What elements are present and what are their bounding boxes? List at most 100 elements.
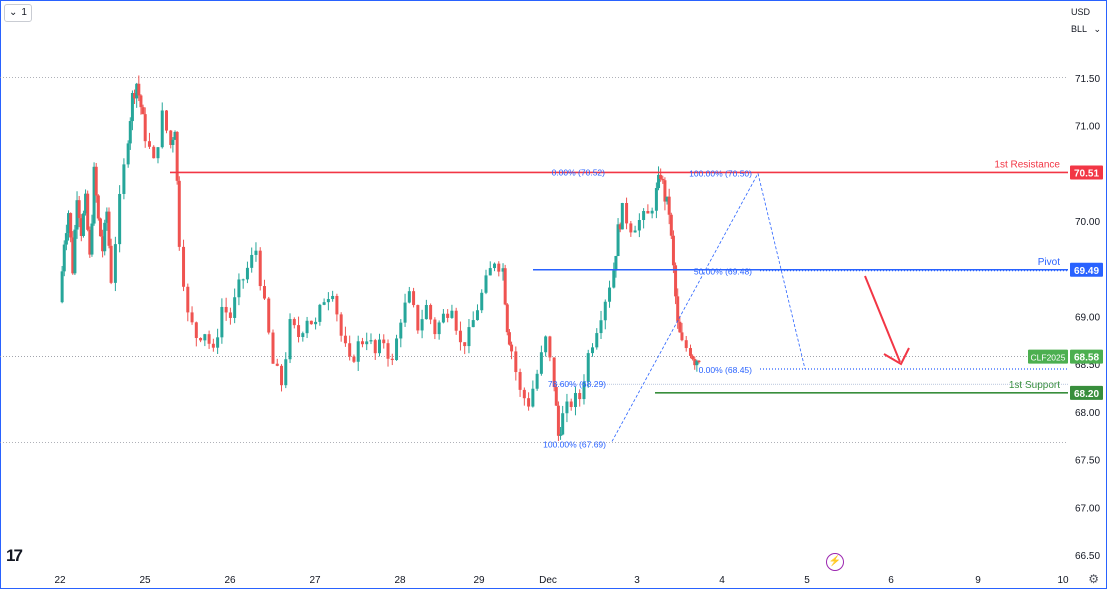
candle-body (559, 434, 563, 436)
candle-body (314, 321, 318, 325)
candle-body (531, 388, 535, 407)
candle-body (573, 393, 577, 408)
candle-body (271, 332, 275, 364)
candle-body (697, 360, 701, 363)
candle-body (667, 196, 671, 215)
candle-body (420, 319, 424, 331)
candle-body (678, 321, 682, 333)
y-tick-label: 67.00 (1075, 503, 1100, 514)
forecast-arrow-line (864, 275, 901, 363)
candle-body (322, 302, 326, 305)
candle-body (659, 174, 663, 179)
candle-body (69, 213, 73, 238)
candle-body (211, 343, 215, 348)
candle-body (369, 340, 373, 342)
candle-body (382, 339, 386, 344)
last-price-label: 68.58 (1074, 353, 1099, 364)
fib-label: 78.60% (68.29) (548, 379, 606, 389)
gear-icon[interactable]: ⚙ (1088, 572, 1099, 586)
level-price-label: 69.49 (1074, 266, 1099, 277)
unit-menu[interactable]: BLL ⌄ (1071, 21, 1101, 38)
candle-body (241, 279, 245, 281)
candle-body (441, 313, 445, 323)
y-tick-label: 71.50 (1075, 74, 1100, 85)
candle-body (297, 325, 301, 338)
candle-body (586, 353, 590, 382)
candle-body (665, 196, 669, 202)
candle-body (73, 229, 77, 274)
interval-menu-button[interactable]: ⌄ 1 (4, 4, 32, 22)
candle-body (326, 299, 330, 303)
candle-body (301, 333, 305, 338)
candle-body (81, 213, 85, 236)
candle-body (292, 319, 296, 326)
candle-body (497, 263, 501, 272)
candle-body (569, 401, 573, 408)
x-tick-label: 26 (224, 575, 236, 586)
candle-body (527, 398, 531, 407)
candle-body (250, 254, 254, 268)
fib-label: 0.00% (70.52) (552, 167, 606, 177)
candle-body (203, 334, 207, 341)
candle-body (518, 372, 522, 390)
candle-body (175, 131, 179, 181)
candle-body (514, 351, 518, 373)
candle-body (348, 343, 352, 357)
candle-body (103, 222, 107, 252)
level-name: 1st Resistance (994, 159, 1060, 170)
candle-body (356, 341, 360, 362)
candle-body (262, 286, 266, 299)
currency-selector[interactable]: USD (1071, 7, 1091, 17)
candle-body (386, 343, 390, 359)
candle-body (75, 200, 79, 230)
candle-body (503, 268, 507, 305)
candle-body (94, 166, 98, 196)
unit-selector[interactable]: USD BLL ⌄ (1071, 4, 1101, 38)
candle-body (484, 275, 488, 293)
candle-body (625, 202, 629, 224)
candle-body (691, 355, 695, 360)
candle-body (105, 211, 109, 223)
candle-body (612, 270, 616, 288)
candle-body (378, 339, 381, 354)
candle-body (603, 301, 607, 321)
candle-body (220, 306, 224, 338)
fib-trend-dashes (757, 173, 806, 370)
candle-body (582, 381, 586, 400)
fib-label: 0.00% (68.45) (699, 365, 753, 375)
candle-body (637, 220, 641, 231)
candle-body (92, 166, 96, 224)
candle-body (135, 83, 139, 99)
candle-body (684, 340, 688, 349)
candle-body (663, 180, 667, 202)
candle-body (258, 250, 262, 287)
candle-body (501, 268, 505, 272)
candle-body (629, 223, 633, 233)
fib-trend-dashes (611, 173, 759, 442)
candle-body (373, 340, 377, 354)
candle-body (182, 246, 186, 287)
candle-body (137, 83, 141, 96)
candle-body (488, 268, 492, 276)
candle-body (671, 235, 675, 266)
x-tick-label: 25 (139, 575, 151, 586)
x-tick-label: 3 (634, 575, 640, 586)
forecast-arrow-head (883, 347, 910, 366)
x-tick-label: 27 (309, 575, 321, 586)
candle-body (126, 143, 130, 165)
candle-body (305, 320, 309, 334)
candle-body (407, 291, 411, 303)
x-tick-label: 6 (888, 575, 894, 586)
lightning-icon[interactable]: ⚡ (826, 553, 844, 571)
level-price-label: 70.51 (1074, 168, 1099, 179)
candle-body (267, 298, 271, 333)
candle-body (113, 244, 117, 283)
candle-body (96, 195, 100, 219)
candle-body (190, 312, 194, 323)
x-tick-label: 9 (975, 575, 981, 586)
candle-body (141, 107, 145, 115)
candle-body (539, 352, 543, 374)
candle-body (139, 95, 143, 108)
candle-body (669, 214, 673, 236)
